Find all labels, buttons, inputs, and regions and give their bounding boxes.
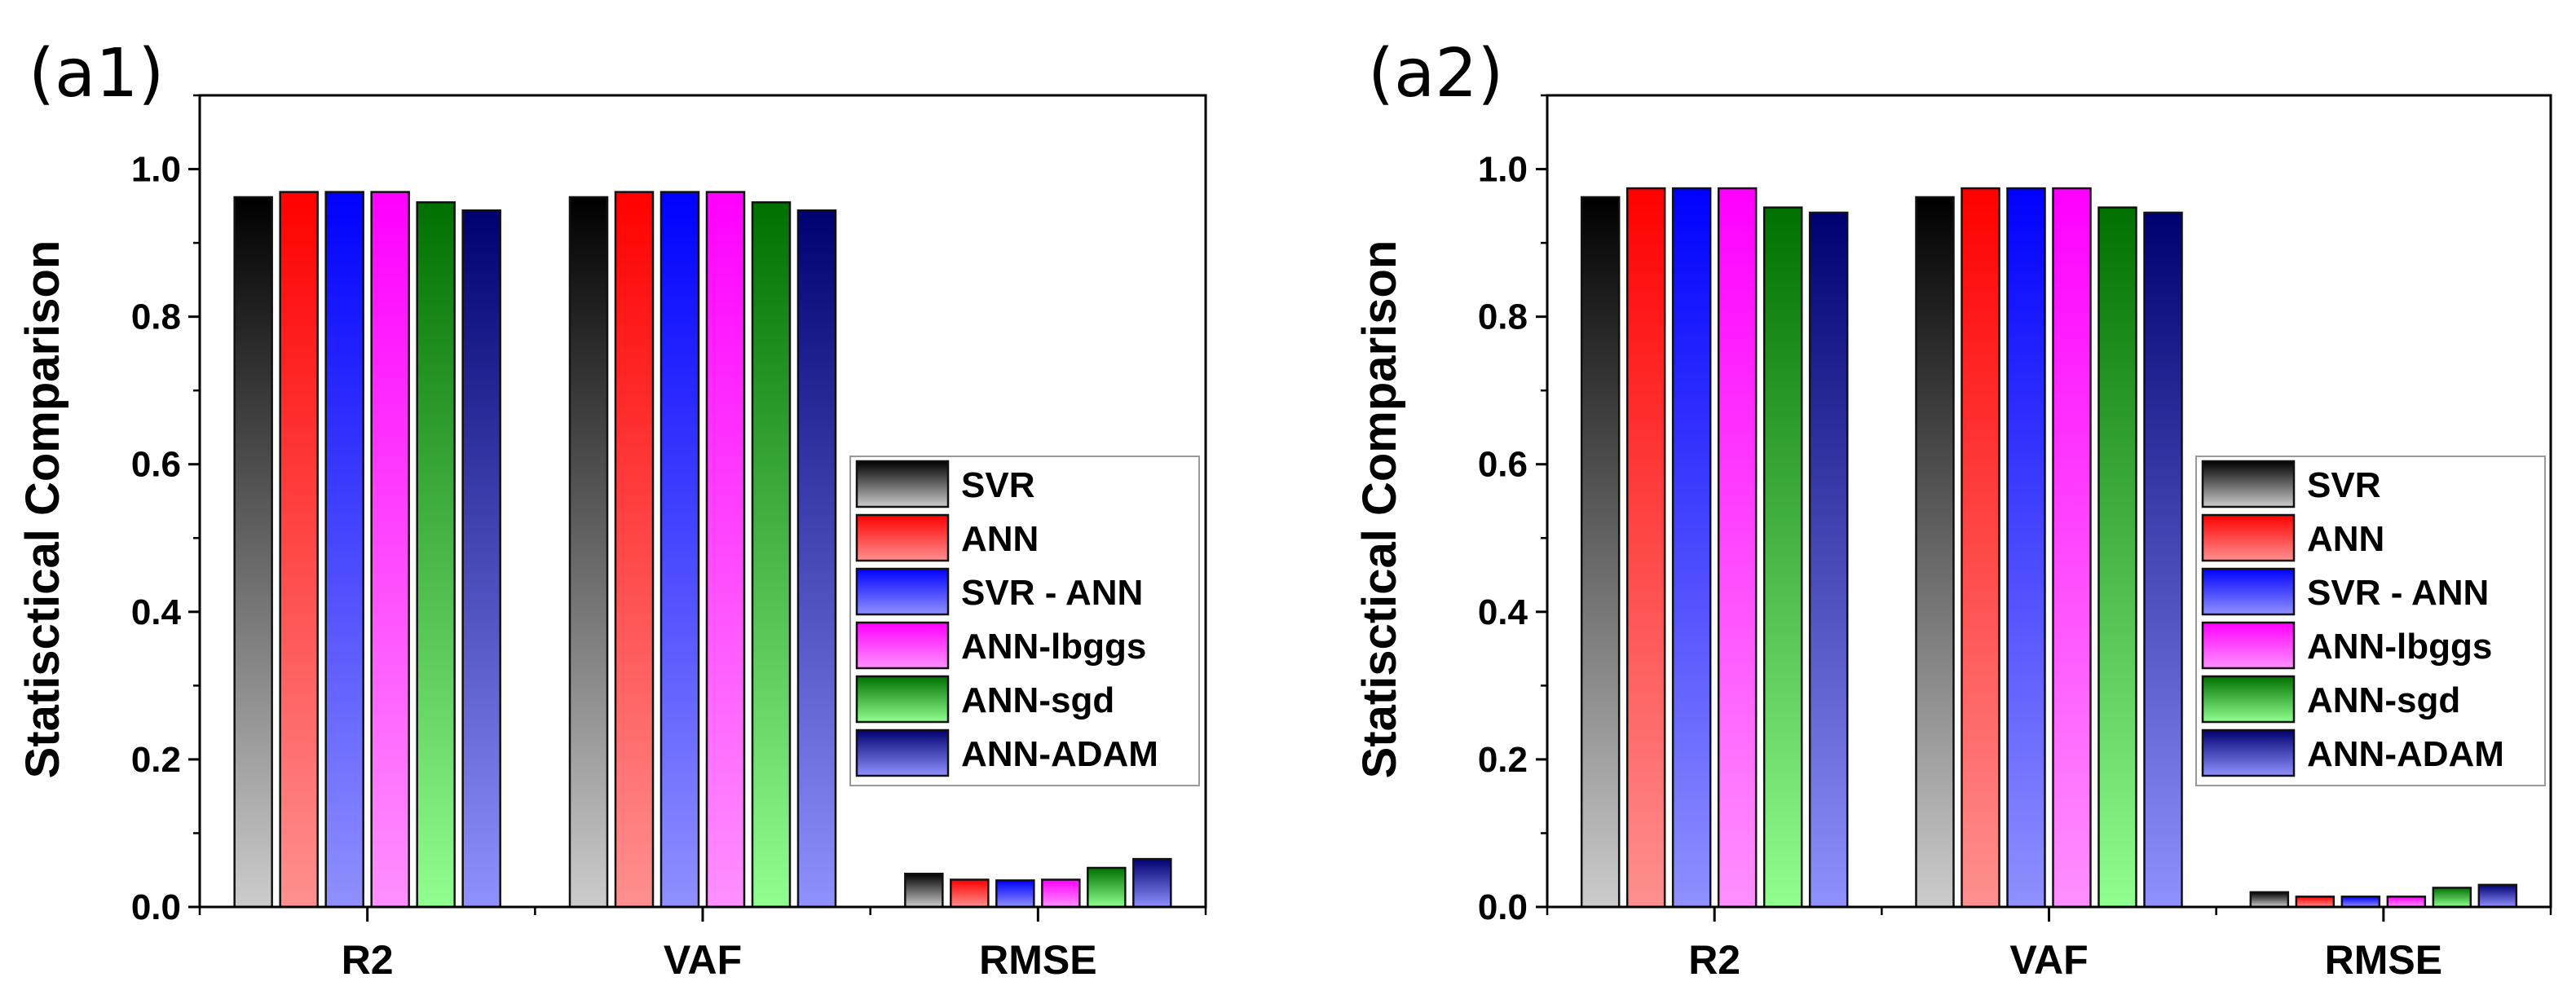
bar-rmse-svr [904, 873, 944, 909]
bar-rmse-ann-sgd [2432, 887, 2472, 909]
bar-rmse-ann-sgd [1087, 866, 1127, 909]
bar-r2-ann [279, 191, 319, 909]
bar-vaf-ann-sgd [751, 201, 792, 909]
y-axis-label: Statisctical Comparison [1353, 240, 1406, 779]
bar-rmse-ann-lbggs [2386, 896, 2427, 909]
legend-swatch [855, 728, 950, 777]
legend-label: ANN [2307, 519, 2384, 559]
bar-r2-svr [233, 196, 273, 909]
y-tick-label: 0.0 [131, 887, 181, 927]
y-tick-label: 1.0 [131, 150, 181, 190]
y-tick-label: 0.6 [1478, 445, 1528, 485]
bar-r2-ann-sgd [416, 201, 456, 909]
bar-r2-ann-lbggs [1717, 187, 1758, 909]
x-tick-label: R2 [1688, 937, 1740, 983]
bar-rmse-ann-adam [1132, 857, 1172, 909]
x-tick-label: RMSE [2325, 937, 2442, 983]
x-tick-label: VAF [664, 937, 742, 983]
legend-swatch [855, 513, 950, 562]
bar-vaf-ann-lbggs [705, 191, 746, 909]
bar-vaf-ann [614, 191, 655, 909]
legend-swatch [2201, 675, 2296, 724]
y-axis-label: Statisctical Comparison [16, 240, 69, 779]
legend-label: ANN-ADAM [2307, 734, 2504, 774]
y-tick-label: 0.2 [1478, 740, 1528, 780]
bar-r2-ann-adam [461, 209, 501, 909]
bar-vaf-ann-lbggs [2052, 187, 2092, 909]
legend-label: SVR - ANN [2307, 573, 2489, 613]
bar-vaf-ann-sgd [2097, 206, 2137, 909]
bar-r2-svr-ann [324, 191, 364, 909]
bar-rmse-svr [2249, 891, 2290, 909]
y-tick-label: 0.8 [1478, 297, 1528, 337]
bar-r2-ann-lbggs [370, 191, 410, 909]
x-tick-label: RMSE [979, 937, 1096, 983]
bar-vaf-svr-ann [659, 191, 700, 909]
x-tick-label: VAF [2009, 937, 2088, 983]
legend-swatch [2201, 728, 2296, 777]
bar-rmse-ann [2295, 896, 2336, 909]
legend-swatch [855, 621, 950, 670]
chart-a2: (a2) R2 VAF RMSE 0.0 0.2 0.4 0.6 0.8 1.0 Statiscti… [1353, 35, 2552, 983]
legend-swatch [855, 567, 950, 616]
bar-vaf-ann [1961, 187, 2000, 909]
legend-swatch [2201, 567, 2296, 616]
panel-label: (a1) [29, 35, 164, 112]
legend-label: ANN [961, 519, 1039, 559]
bar-r2-svr [1580, 196, 1621, 909]
legend-swatch [2201, 460, 2296, 508]
y-tick-label: 1.0 [1478, 150, 1528, 190]
bar-r2-svr-ann [1671, 187, 1712, 909]
x-tick-label: R2 [342, 937, 394, 983]
legend-swatch [855, 460, 950, 508]
panel-label: (a2) [1368, 35, 1503, 112]
bar-r2-ann-sgd [1762, 206, 1803, 909]
legend-label: SVR [2307, 465, 2380, 505]
bar-rmse-ann-lbggs [1041, 878, 1081, 909]
bar-vaf-svr [568, 196, 609, 909]
bar-vaf-svr [1915, 196, 1955, 909]
bar-vaf-ann-adam [2143, 211, 2183, 909]
chart-a1: (a1) R2 VAF RMSE 0.0 0.2 0.4 0.6 0.8 1.0 Statiscti… [16, 35, 1207, 983]
legend: SVR ANN SVR - ANN ANN-lbggs ANN-sgd ANN-ADAM [849, 456, 1200, 786]
legend-label: ANN-sgd [961, 680, 1114, 720]
y-tick-label: 0.8 [131, 297, 181, 337]
legend-label: ANN-lbggs [961, 627, 1146, 667]
legend-label: ANN-lbggs [2307, 627, 2492, 667]
legend-label: SVR [961, 465, 1034, 505]
bar-r2-ann [1625, 187, 1666, 909]
legend-label: ANN-sgd [2307, 680, 2460, 720]
y-tick-label: 0.2 [131, 740, 181, 780]
bar-vaf-ann-adam [796, 209, 837, 909]
y-tick-label: 0.0 [1478, 887, 1528, 927]
legend: SVR ANN SVR - ANN ANN-lbggs ANN-sgd ANN-ADAM [2195, 456, 2546, 786]
y-tick-label: 0.4 [131, 592, 182, 632]
legend-label: ANN-ADAM [961, 734, 1158, 774]
bar-r2-ann-adam [1808, 211, 1849, 909]
bar-rmse-svr-ann [995, 879, 1035, 909]
y-tick-label: 0.6 [131, 445, 181, 485]
bar-vaf-svr-ann [2006, 187, 2046, 909]
legend-swatch [2201, 621, 2296, 670]
legend-swatch [2201, 513, 2296, 562]
legend-swatch [855, 675, 950, 724]
bar-rmse-svr-ann [2340, 896, 2381, 909]
y-tick-label: 0.4 [1478, 592, 1528, 632]
bar-rmse-ann-adam [2477, 883, 2518, 909]
legend-label: SVR - ANN [961, 573, 1143, 613]
bar-rmse-ann [950, 878, 990, 909]
